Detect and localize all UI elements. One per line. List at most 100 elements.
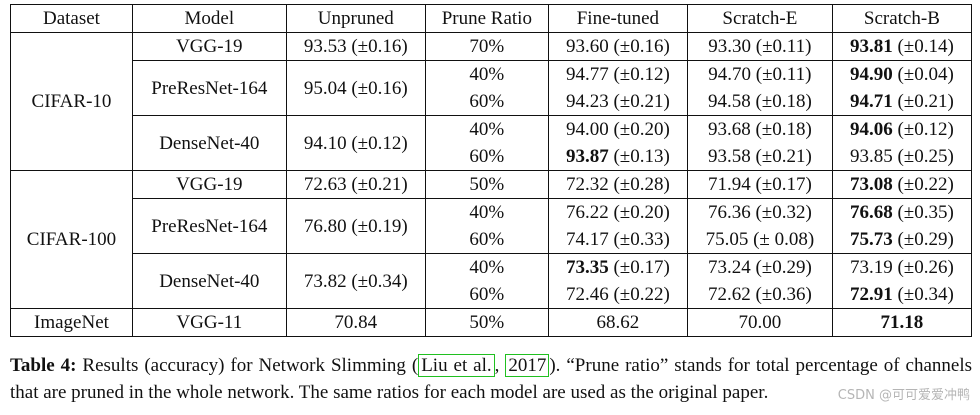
header-scratch-e: Scratch-E: [687, 4, 833, 33]
scratch-e-cell: 71.94 (±0.17): [687, 170, 833, 199]
scratch-e-cell: 70.00: [687, 308, 833, 337]
ratio-cell: 40%: [425, 253, 549, 281]
scratch-b-cell: 75.73 (±0.29): [832, 226, 973, 254]
scratch-e-cell: 75.05 (± 0.08): [687, 226, 833, 254]
table-row: PreResNet-164 95.04 (±0.16) 40% 94.77 (±…: [10, 60, 973, 116]
best-value: 93.81: [849, 36, 893, 57]
scratch-b-cell: 73.19 (±0.26): [832, 253, 973, 281]
table-row: DenseNet-40 73.82 (±0.34) 40% 73.35 (±0.…: [10, 253, 973, 309]
header-model: Model: [132, 4, 287, 33]
best-value: 94.06: [849, 119, 893, 140]
unpruned-cell: 93.53 (±0.16): [286, 32, 426, 61]
best-value: 75.73: [849, 229, 893, 250]
scratch-e-cell: 93.68 (±0.18): [687, 115, 833, 143]
header-unpruned: Unpruned: [286, 4, 426, 33]
scratch-b-cell: 73.08 (±0.22): [832, 170, 973, 199]
std-value: (±0.14): [892, 36, 954, 57]
model-cell: DenseNet-40: [132, 253, 287, 309]
header-row: Dataset Model Unpruned Prune Ratio Fine-…: [10, 4, 973, 33]
fine-tuned-cell: 74.17 (±0.33): [548, 226, 688, 254]
scratch-b-cell: 72.91 (±0.34): [832, 281, 973, 309]
unpruned-cell: 73.82 (±0.34): [286, 253, 426, 309]
table-row: ImageNet VGG-11 70.84 50% 68.62 70.00 71…: [10, 308, 973, 337]
fine-tuned-cell: 72.32 (±0.28): [548, 170, 688, 199]
table-row: 60% 94.23 (±0.21) 94.58 (±0.18) 94.71 (±…: [11, 88, 973, 116]
best-value: 73.35: [565, 257, 609, 278]
ratio-cell: 50%: [425, 170, 549, 199]
caption-label: Table 4:: [10, 355, 77, 376]
best-value: 94.90: [849, 64, 893, 85]
scratch-e-cell: 94.58 (±0.18): [687, 88, 833, 116]
ratio-cell: 60%: [425, 88, 549, 116]
std-value: (±0.22): [892, 174, 954, 195]
unpruned-cell: 76.80 (±0.19): [286, 198, 426, 254]
table-row: 60% 72.46 (±0.22) 72.62 (±0.36) 72.91 (±…: [11, 281, 973, 309]
fine-tuned-cell: 68.62: [548, 308, 688, 337]
scratch-b-cell: 94.90 (±0.04): [832, 60, 973, 88]
unpruned-cell: 72.63 (±0.21): [286, 170, 426, 199]
best-value: 72.91: [849, 284, 893, 305]
model-cell: PreResNet-164: [132, 198, 287, 254]
fine-tuned-cell: 76.22 (±0.20): [548, 198, 688, 226]
header-prune-ratio: Prune Ratio: [425, 4, 549, 33]
ratio-cell: 40%: [425, 198, 549, 226]
table-row: 60% 93.87 (±0.13) 93.58 (±0.21) 93.85 (±…: [11, 143, 973, 171]
scratch-b-cell: 71.18: [832, 308, 973, 337]
fine-tuned-cell: 94.00 (±0.20): [548, 115, 688, 143]
std-value: (±0.29): [892, 229, 954, 250]
citation-separator: ,: [494, 355, 506, 376]
table-row: DenseNet-40 94.10 (±0.12) 40% 94.00 (±0.…: [10, 115, 973, 171]
citation-year-link[interactable]: 2017: [505, 354, 550, 377]
scratch-b-cell: 93.81 (±0.14): [832, 32, 973, 61]
model-cell: VGG-19: [132, 32, 287, 61]
std-value: (±0.34): [892, 284, 954, 305]
best-value: 73.08: [849, 174, 893, 195]
scratch-e-cell: 72.62 (±0.36): [687, 281, 833, 309]
std-value: (±0.17): [608, 257, 670, 278]
best-value: 94.71: [849, 91, 893, 112]
std-value: (±0.13): [608, 146, 670, 167]
ratio-cell: 60%: [425, 143, 549, 171]
model-cell: VGG-11: [132, 308, 287, 337]
std-value: (±0.04): [892, 64, 954, 85]
scratch-e-cell: 94.70 (±0.11): [687, 60, 833, 88]
fine-tuned-cell: 93.87 (±0.13): [548, 143, 688, 171]
fine-tuned-cell: 94.77 (±0.12): [548, 60, 688, 88]
watermark: CSDN @可可爱爱冲鸭: [837, 388, 970, 403]
scratch-b-cell: 94.06 (±0.12): [832, 115, 973, 143]
unpruned-cell: 70.84: [286, 308, 426, 337]
ratio-cell: 60%: [425, 226, 549, 254]
scratch-e-cell: 93.30 (±0.11): [687, 32, 833, 61]
best-value: 76.68: [849, 202, 893, 223]
best-value: 71.18: [880, 312, 924, 333]
fine-tuned-cell: 72.46 (±0.22): [548, 281, 688, 309]
header-fine-tuned: Fine-tuned: [548, 4, 688, 33]
ratio-cell: 50%: [425, 308, 549, 337]
dataset-cell: CIFAR-100: [10, 170, 133, 309]
ratio-cell: 40%: [425, 115, 549, 143]
ratio-cell: 60%: [425, 281, 549, 309]
table-row: CIFAR-10 VGG-19 93.53 (±0.16) 70% 93.60 …: [10, 32, 973, 171]
std-value: (±0.35): [892, 202, 954, 223]
caption-text-end: ). “Prune ratio” stands for total percen…: [10, 355, 972, 403]
std-value: (±0.12): [892, 119, 954, 140]
scratch-e-cell: 73.24 (±0.29): [687, 253, 833, 281]
table-caption: Table 4: Results (accuracy) for Network …: [10, 352, 972, 406]
caption-text-start: Results (accuracy) for Network Slimming …: [76, 355, 419, 376]
fine-tuned-cell: 73.35 (±0.17): [548, 253, 688, 281]
scratch-e-cell: 76.36 (±0.32): [687, 198, 833, 226]
table-row: 60% 74.17 (±0.33) 75.05 (± 0.08) 75.73 (…: [11, 226, 973, 254]
best-value: 93.87: [565, 146, 609, 167]
citation-author-link[interactable]: Liu et al.: [418, 354, 495, 377]
model-cell: VGG-19: [132, 170, 287, 199]
scratch-b-cell: 94.71 (±0.21): [832, 88, 973, 116]
header-scratch-b: Scratch-B: [832, 4, 973, 33]
header-dataset: Dataset: [10, 4, 133, 33]
dataset-cell: CIFAR-10: [10, 32, 133, 171]
fine-tuned-cell: 93.60 (±0.16): [548, 32, 688, 61]
results-table: Dataset Model Unpruned Prune Ratio Fine-…: [10, 4, 973, 337]
unpruned-cell: 94.10 (±0.12): [286, 115, 426, 171]
scratch-b-cell: 93.85 (±0.25): [832, 143, 973, 171]
ratio-cell: 70%: [425, 32, 549, 61]
table-row: PreResNet-164 76.80 (±0.19) 40% 76.22 (±…: [10, 198, 973, 254]
